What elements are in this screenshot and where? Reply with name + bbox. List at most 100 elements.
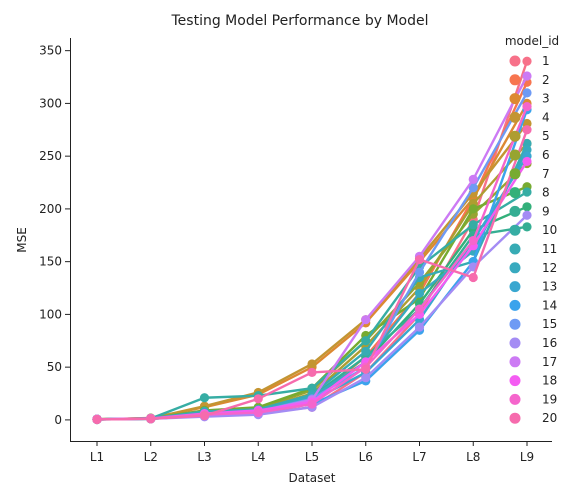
legend-item: 19 [509,392,557,406]
legend-label: 2 [542,73,550,87]
data-point [307,399,317,409]
legend-label: 7 [542,167,550,181]
legend-item: 15 [509,317,557,331]
series-11 [92,138,532,424]
legend-item: 5 [509,129,550,143]
legend-marker [509,93,521,105]
legend-item: 9 [509,204,550,218]
legend-marker [509,168,521,180]
data-point [146,414,156,424]
data-point [468,220,478,230]
x-tick-label: L6 [359,450,373,464]
legend-item: 18 [509,374,557,388]
legend-label: 19 [542,392,557,406]
x-tick-label: L4 [251,450,265,464]
legend-marker [509,74,521,86]
data-point [414,254,425,265]
data-point [361,346,371,356]
legend-label: 12 [542,261,557,275]
legend-marker [509,111,521,123]
legend-label: 15 [542,317,557,331]
data-point [468,174,478,184]
data-point [522,156,532,167]
data-point [361,315,371,325]
legend-label: 4 [542,110,550,124]
data-point [307,383,317,393]
y-tick-label: 350 [39,44,62,58]
y-tick-label: 0 [54,413,62,427]
data-point [522,118,532,129]
legend-label: 1 [542,54,550,68]
data-point [468,235,478,246]
data-point [522,125,532,135]
legend-marker [509,393,521,405]
data-point [468,183,478,193]
legend-label: 16 [542,336,557,350]
legend-label: 8 [542,186,550,200]
data-point [522,56,532,66]
legend-label: 3 [542,92,550,106]
data-point [414,322,425,332]
legend-label: 5 [542,129,550,143]
legend-label: 9 [542,204,550,218]
data-point [199,393,210,403]
legend-marker [509,224,521,236]
legend-marker [509,318,521,330]
data-point [361,364,371,374]
legend-marker [509,281,521,293]
data-point [307,359,317,369]
legend-marker [509,243,521,255]
series-5 [92,138,532,425]
legend-marker [509,356,521,368]
series-13 [92,151,532,424]
data-point [522,202,532,212]
data-point [522,101,532,112]
legend-item: 4 [509,110,550,124]
x-tick-label: L9 [520,450,534,464]
legend-label: 13 [542,280,557,294]
data-point [92,414,102,425]
data-point [307,367,317,378]
data-point [522,187,532,197]
legend-label: 6 [542,148,550,162]
legend-title: model_id [505,34,559,48]
x-tick-label: L5 [305,450,319,464]
legend-marker [509,149,521,161]
y-tick-label: 150 [39,255,62,269]
legend-label: 10 [542,223,557,237]
data-point [199,411,210,421]
data-point [414,304,425,314]
y-tick-label: 50 [47,360,62,374]
series-line [95,148,529,421]
data-point [522,88,532,98]
legend-label: 18 [542,374,557,388]
series-layer [92,56,532,425]
legend-marker [509,262,521,274]
legend-item: 3 [509,92,550,106]
x-ticks: L1 L2 L3 L4 L5 L6 L7 L8 L9 [90,441,534,464]
legend-label: 11 [542,242,557,256]
y-ticks: 0 50 100 150 200 250 300 350 [39,44,70,427]
legend-item: 7 [509,167,550,181]
data-point [522,138,532,149]
x-tick-label: L8 [466,450,480,464]
data-point [522,222,532,232]
data-point [414,267,425,277]
data-point [522,210,532,220]
series-line [95,160,529,421]
data-point [253,394,263,404]
x-axis-label: Dataset [289,471,336,485]
legend-marker [509,412,521,424]
legend-marker [509,205,521,217]
legend-item: 6 [509,148,550,162]
x-tick-label: L7 [412,450,426,464]
legend-marker [509,187,521,199]
legend-item: 1 [509,54,550,68]
data-point [522,145,532,155]
legend-item: 12 [509,261,557,275]
legend-item: 17 [509,355,557,369]
legend-item: 10 [509,223,557,237]
legend-marker [509,299,521,311]
legend-item: 13 [509,280,557,294]
